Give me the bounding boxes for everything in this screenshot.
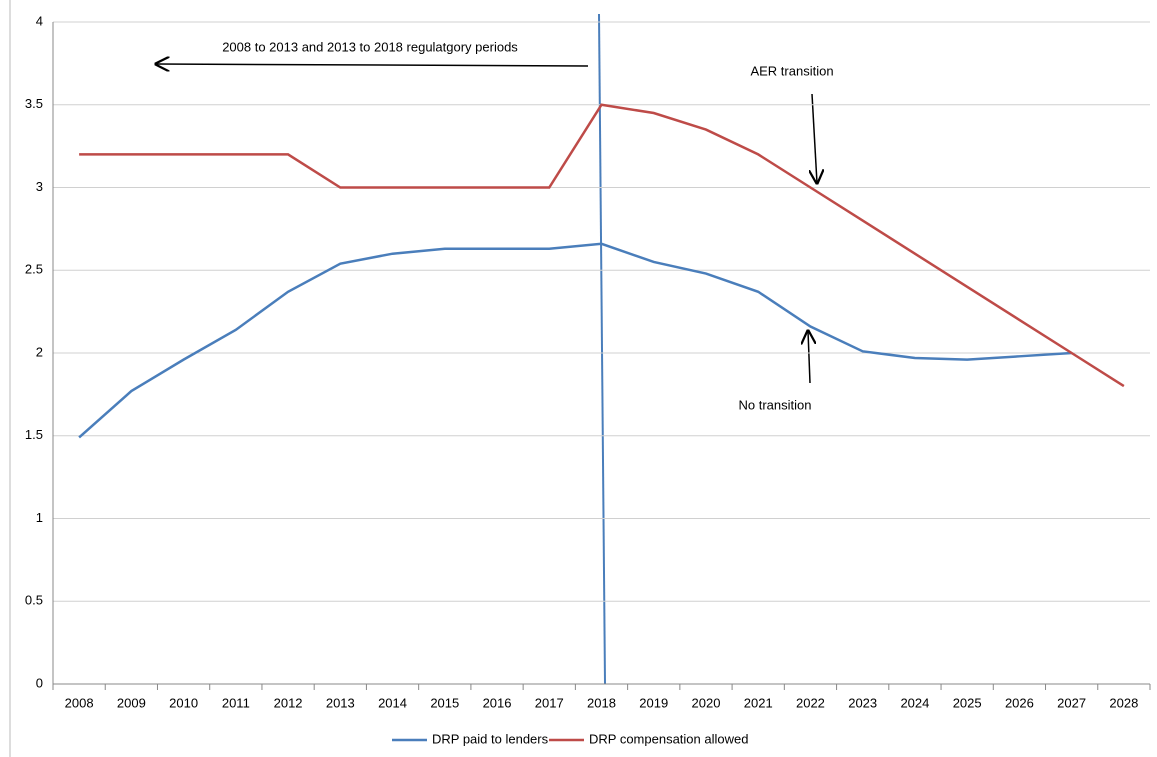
x-tick-label: 2021 [744,695,773,710]
x-tick-label: 2008 [65,695,94,710]
series-line [79,103,1125,388]
x-tick-label: 2019 [639,695,668,710]
x-tick-label: 2023 [848,695,877,710]
x-tick-label: 2020 [692,695,721,710]
x-tick-label: 2018 [587,695,616,710]
x-tick-label: 2025 [953,695,982,710]
x-tick-label: 2026 [1005,695,1034,710]
y-tick-label: 0.5 [25,593,43,608]
x-tick-label: 2009 [117,695,146,710]
x-tick-label: 2016 [483,695,512,710]
y-tick-label: 3.5 [25,96,43,111]
y-tick-label: 0 [36,675,43,690]
x-tick-label: 2024 [900,695,929,710]
x-tick-label: 2017 [535,695,564,710]
y-tick-label: 2.5 [25,262,43,277]
x-tick-label: 2011 [222,695,250,710]
arrow [808,331,810,384]
y-tick-label: 3 [36,179,43,194]
annotation: No transition [739,397,812,412]
series-line [78,242,1072,439]
legend-label: DRP compensation allowed [589,731,748,746]
x-tick-label: 2014 [378,695,407,710]
x-tick-label: 2027 [1057,695,1086,710]
y-tick-label: 2 [36,344,43,359]
y-tick-label: 1 [36,510,43,525]
legend-label: DRP paid to lenders [432,731,549,746]
x-tick-label: 2022 [796,695,825,710]
y-tick-label: 4 [36,13,43,28]
x-tick-label: 2010 [169,695,198,710]
x-tick-label: 2015 [430,695,459,710]
annotation: AER transition [750,63,833,78]
divider-line [598,13,606,685]
annotation: 2008 to 2013 and 2013 to 2018 regulatgor… [222,39,518,54]
arrow [156,64,589,66]
x-tick-label: 2028 [1109,695,1138,710]
arrow [812,93,817,183]
x-tick-label: 2013 [326,695,355,710]
x-tick-label: 2012 [274,695,303,710]
y-tick-label: 1.5 [25,427,43,442]
